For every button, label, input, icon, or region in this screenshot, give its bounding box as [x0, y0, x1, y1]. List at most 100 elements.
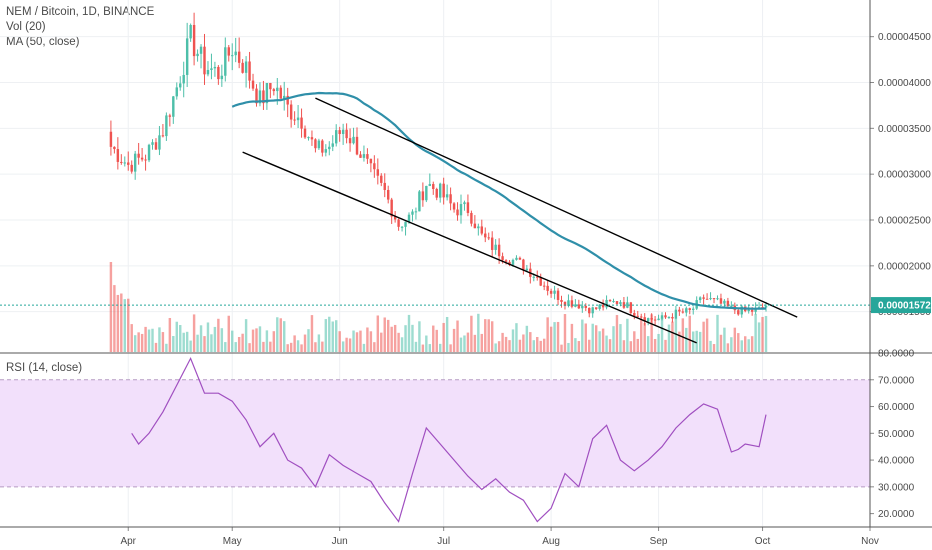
- candle: [428, 184, 432, 186]
- channel-line: [315, 97, 798, 318]
- candle: [133, 153, 137, 172]
- candle: [438, 183, 442, 198]
- volume-bar: [522, 334, 525, 352]
- volume-bar: [685, 327, 688, 352]
- volume-bar: [477, 313, 480, 352]
- volume-bar: [303, 334, 307, 352]
- candle: [321, 140, 324, 153]
- candle: [678, 309, 681, 312]
- rsi-y-tick-label: 20.0000: [878, 509, 915, 520]
- candle: [553, 290, 556, 294]
- last-price-label: 0.00001572: [878, 301, 931, 312]
- volume-bar: [283, 321, 286, 352]
- volume-bar: [418, 321, 421, 352]
- candle: [251, 80, 255, 89]
- candle: [459, 204, 463, 216]
- volume-bar: [497, 341, 501, 352]
- volume-bar: [636, 338, 639, 352]
- volume-bar: [331, 321, 334, 352]
- candle: [154, 142, 158, 150]
- volume-bar: [459, 337, 463, 352]
- volume-bar: [425, 335, 428, 352]
- candle: [307, 137, 310, 139]
- y-tick-label: 0.00002000: [878, 261, 931, 272]
- candle: [383, 182, 386, 190]
- x-tick-label: Nov: [861, 536, 879, 547]
- rsi-y-tick-label: 50.0000: [878, 429, 915, 440]
- candle: [577, 304, 581, 309]
- candle: [248, 61, 251, 81]
- volume-bar: [726, 343, 730, 352]
- candle: [570, 300, 574, 307]
- candle: [175, 87, 178, 97]
- candle: [445, 194, 449, 198]
- x-tick-label: May: [223, 536, 242, 547]
- candle: [397, 219, 400, 227]
- volume-bar: [279, 318, 282, 352]
- candle: [588, 307, 591, 314]
- candle: [567, 300, 570, 306]
- volume-bar: [588, 339, 591, 352]
- candle: [407, 214, 411, 222]
- candle: [674, 309, 678, 319]
- volume-bar: [556, 321, 560, 352]
- volume-bar: [633, 331, 636, 352]
- legend-volume: Vol (20): [6, 21, 46, 33]
- candle: [477, 226, 480, 229]
- volume-bar: [553, 322, 556, 352]
- volume-bar: [168, 317, 172, 352]
- x-tick-label: Apr: [120, 536, 136, 547]
- volume-bar: [251, 329, 255, 352]
- volume-bar: [237, 336, 241, 352]
- volume-bar: [480, 333, 484, 352]
- candle: [404, 221, 407, 227]
- volume-bar: [740, 340, 743, 352]
- volume-bar: [764, 315, 768, 352]
- volume-bar: [754, 313, 757, 352]
- volume-bar: [518, 339, 522, 352]
- candle: [449, 194, 452, 204]
- candle: [283, 95, 286, 99]
- candle: [442, 183, 445, 198]
- volume-bar: [355, 332, 359, 352]
- volume-bar: [622, 340, 626, 352]
- candle: [671, 316, 674, 319]
- candle: [317, 140, 321, 149]
- y-tick-label: 0.00003500: [878, 124, 931, 135]
- volume-bar: [369, 331, 373, 352]
- volume-bar: [217, 318, 220, 352]
- volume-bar: [220, 328, 224, 352]
- x-tick-label: Jun: [332, 536, 348, 547]
- volume-bar: [137, 332, 140, 352]
- candle: [702, 297, 705, 299]
- candle: [411, 211, 414, 215]
- candle: [685, 308, 688, 313]
- candle: [490, 237, 494, 250]
- volume-bar: [383, 317, 386, 352]
- volume-bar: [172, 336, 175, 352]
- candle: [539, 276, 542, 286]
- volume-bar: [719, 334, 723, 352]
- volume-bar: [750, 336, 754, 352]
- candle: [688, 308, 691, 310]
- volume-bar: [456, 320, 459, 352]
- volume-bar: [640, 319, 643, 352]
- candle: [224, 47, 227, 76]
- volume-bar: [185, 331, 189, 352]
- volume-bar: [192, 314, 196, 352]
- candle: [723, 300, 726, 304]
- rsi-y-tick-label: 60.0000: [878, 402, 915, 413]
- volume-bar: [113, 285, 116, 352]
- volume-bar: [688, 315, 691, 352]
- volume-bar: [411, 324, 414, 352]
- volume-bar: [206, 322, 210, 352]
- volume-bar: [716, 314, 719, 352]
- candle: [650, 318, 653, 320]
- candle: [754, 307, 757, 312]
- volume-bar: [390, 326, 393, 352]
- volume-bar: [612, 326, 615, 352]
- volume-bar: [248, 343, 251, 352]
- candle: [272, 89, 276, 92]
- volume-bar: [307, 329, 310, 352]
